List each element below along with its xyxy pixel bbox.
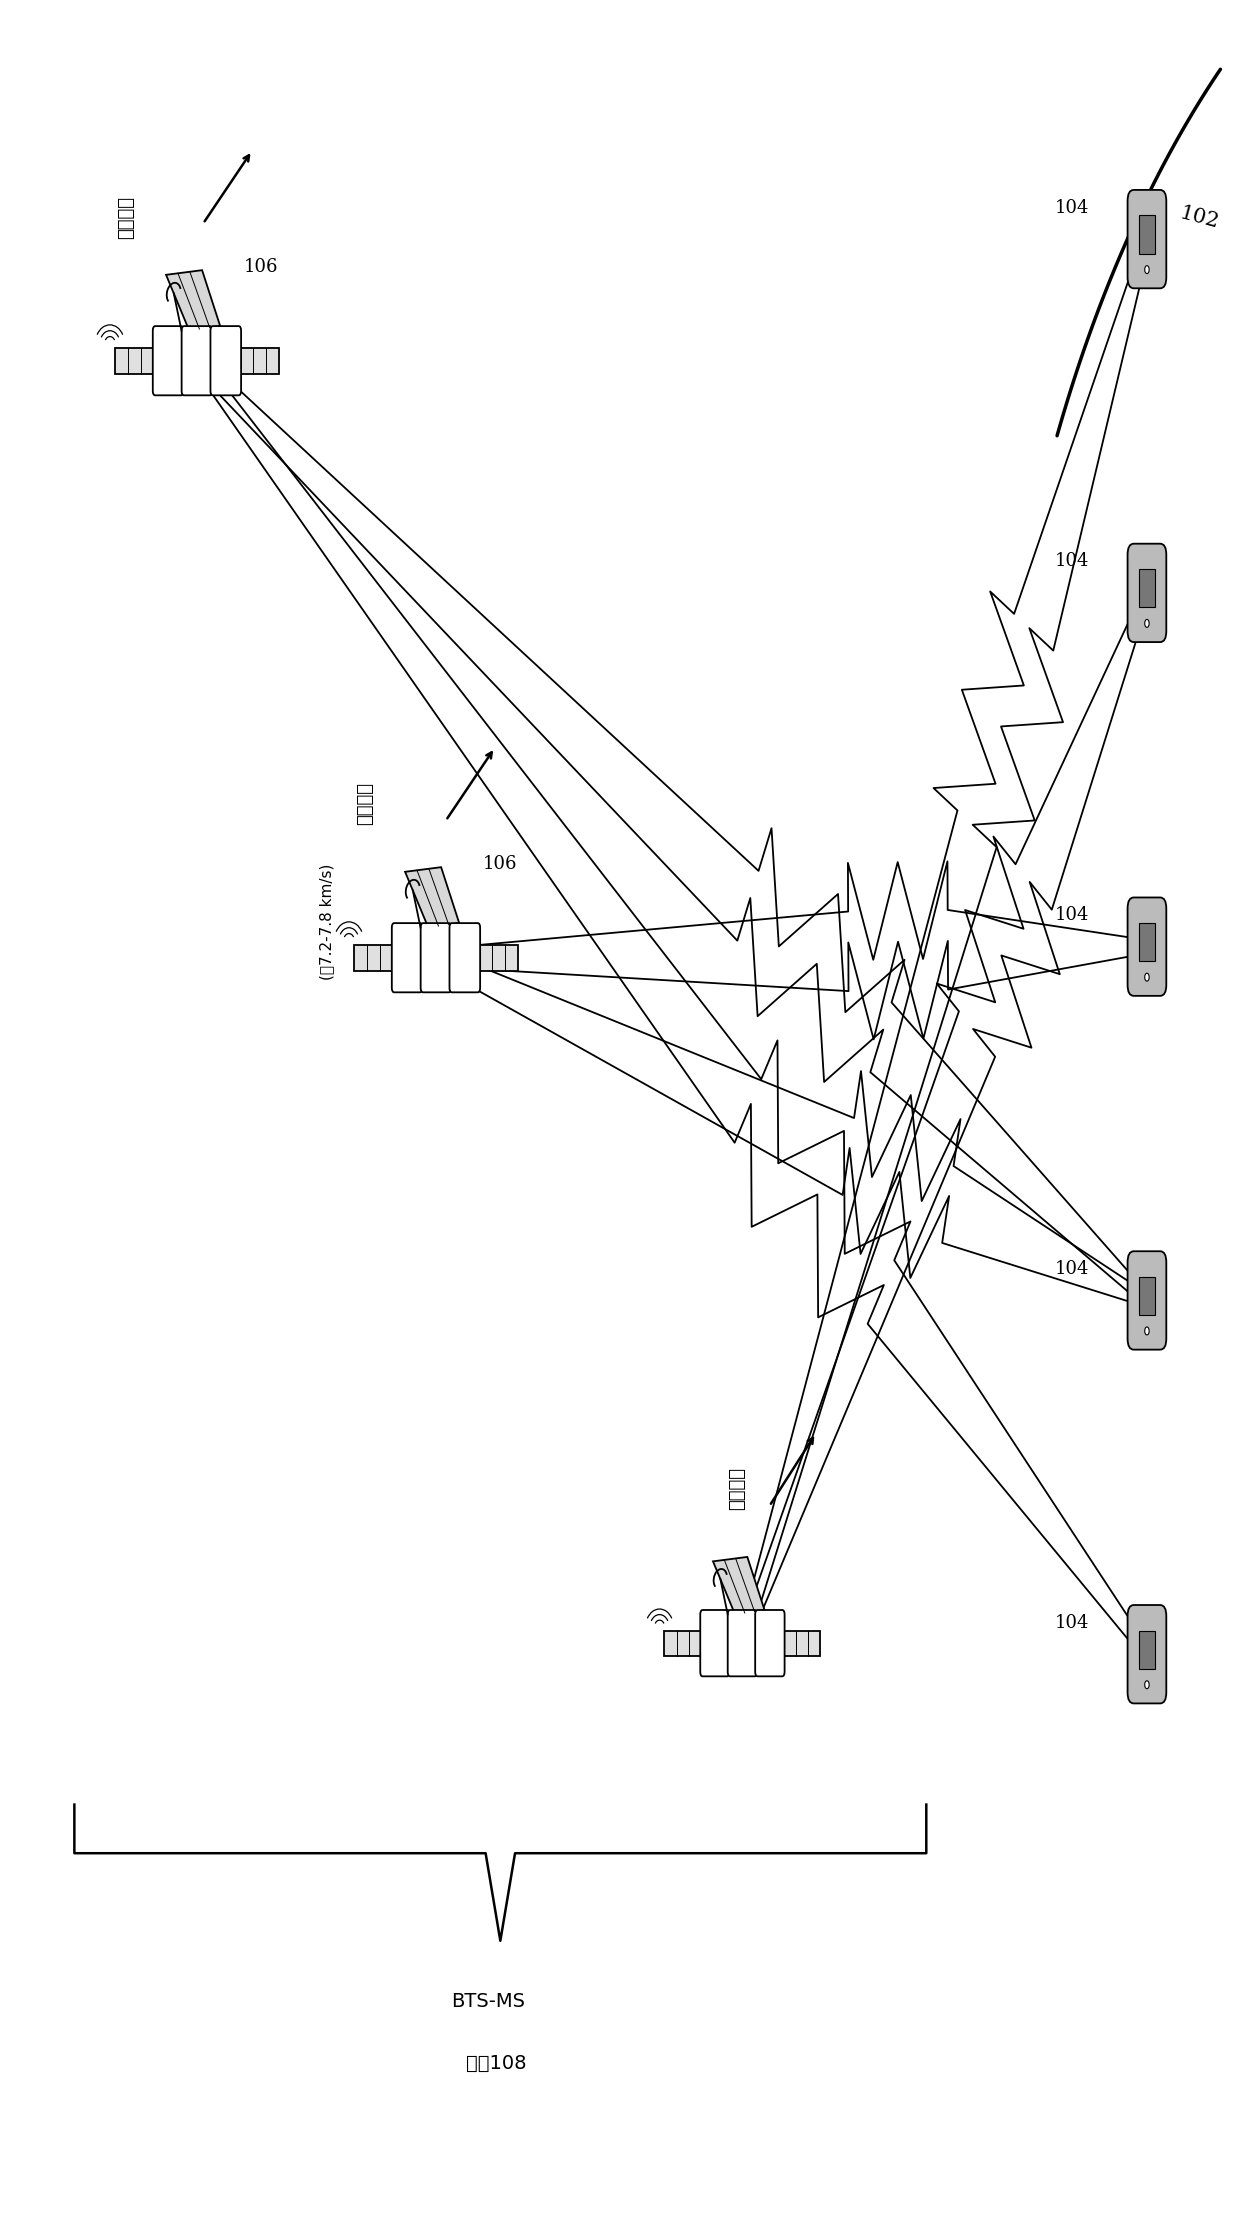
Text: (～7.2-7.8 km/s): (～7.2-7.8 km/s) [320, 863, 335, 979]
Text: 轨道速度: 轨道速度 [728, 1468, 745, 1511]
FancyBboxPatch shape [701, 1611, 729, 1675]
FancyBboxPatch shape [420, 923, 451, 992]
Text: 链路108: 链路108 [466, 2054, 527, 2074]
Text: 102: 102 [1178, 202, 1221, 231]
Text: 轨道速度: 轨道速度 [118, 196, 135, 238]
Circle shape [1145, 972, 1149, 981]
Polygon shape [405, 868, 459, 928]
Bar [479, 946, 518, 970]
Bar [784, 1631, 821, 1655]
Bar [115, 347, 154, 374]
FancyBboxPatch shape [1127, 897, 1167, 997]
FancyBboxPatch shape [1127, 189, 1167, 289]
FancyBboxPatch shape [181, 327, 212, 396]
FancyBboxPatch shape [1127, 1250, 1167, 1351]
Text: 轨道速度: 轨道速度 [356, 781, 374, 825]
Text: 106: 106 [243, 258, 278, 276]
Bar [665, 1631, 702, 1655]
Circle shape [1145, 1326, 1149, 1335]
FancyBboxPatch shape [392, 923, 423, 992]
Bar [1138, 923, 1156, 961]
FancyBboxPatch shape [211, 327, 241, 396]
Text: 106: 106 [482, 854, 517, 872]
Bar [1138, 1631, 1156, 1669]
Circle shape [1145, 619, 1149, 627]
Polygon shape [713, 1558, 765, 1615]
Bar [241, 347, 279, 374]
Circle shape [1145, 265, 1149, 274]
FancyBboxPatch shape [728, 1611, 758, 1675]
FancyBboxPatch shape [1127, 543, 1167, 643]
FancyBboxPatch shape [449, 923, 480, 992]
Text: 104: 104 [1055, 1259, 1090, 1277]
Text: 104: 104 [1055, 552, 1090, 570]
Bar [1138, 570, 1156, 607]
FancyBboxPatch shape [153, 327, 184, 396]
FancyBboxPatch shape [755, 1611, 785, 1675]
Bar [1138, 216, 1156, 254]
Circle shape [1145, 1680, 1149, 1689]
Bar [355, 946, 393, 970]
Text: 104: 104 [1055, 198, 1090, 216]
FancyBboxPatch shape [1127, 1604, 1167, 1704]
Text: 104: 104 [1055, 1613, 1090, 1631]
Bar [1138, 1277, 1156, 1315]
Text: 104: 104 [1055, 906, 1090, 923]
Text: BTS-MS: BTS-MS [451, 1991, 526, 2011]
Polygon shape [166, 269, 221, 332]
